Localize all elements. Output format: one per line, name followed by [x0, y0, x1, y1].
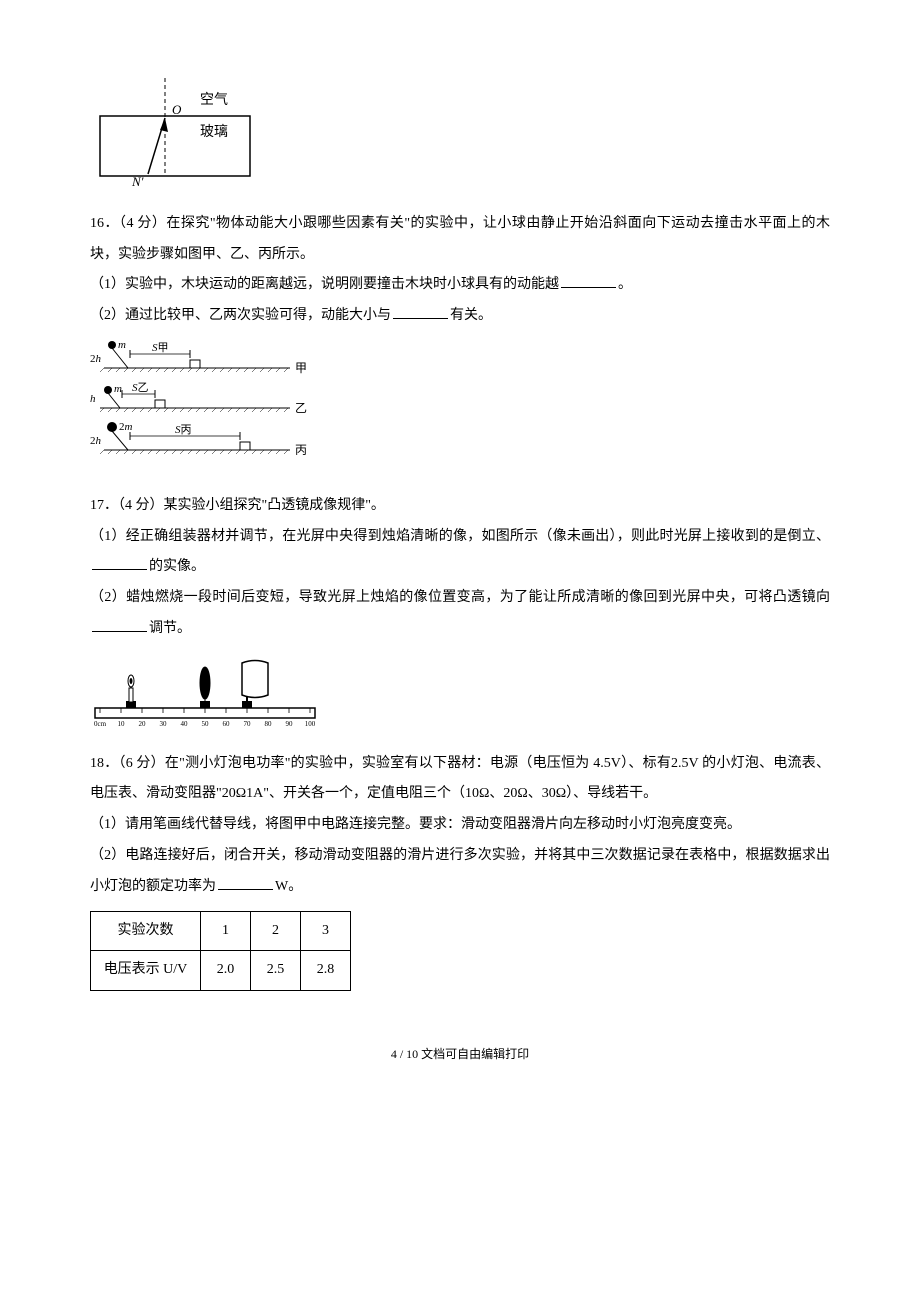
svg-text:30: 30	[160, 720, 168, 728]
svg-text:10: 10	[118, 720, 126, 728]
fig16-kinetic: 2h m S甲 甲 h m	[90, 340, 830, 483]
svg-text:80: 80	[265, 720, 273, 728]
svg-text:40: 40	[181, 720, 189, 728]
q17-p1: （1）经正确组装器材并调节，在光屏中央得到烛焰清晰的像，如图所示（像未画出），则…	[90, 522, 830, 584]
label-air: 空气	[200, 92, 228, 108]
svg-text:S丙: S丙	[175, 424, 192, 436]
svg-text:S甲: S甲	[152, 342, 169, 354]
table-cell: 2.5	[251, 951, 301, 991]
q17-blank1	[92, 554, 147, 571]
q17-intro: 17．（4 分）某实验小组探究"凸透镜成像规律"。	[90, 491, 830, 522]
q18-p1: （1）请用笔画线代替导线，将图甲中电路连接完整。要求：滑动变阻器滑片向左移动时小…	[90, 810, 830, 841]
svg-text:乙: 乙	[295, 401, 307, 415]
svg-text:m: m	[118, 340, 126, 351]
table-cell: 2.0	[201, 951, 251, 991]
q16-p2: （2）通过比较甲、乙两次实验可得，动能大小与有关。	[90, 301, 830, 332]
q17-blank2	[92, 615, 147, 632]
q17-p2: （2）蜡烛燃烧一段时间后变短，导致光屏上烛焰的像位置变高，为了能让所成清晰的像回…	[90, 583, 830, 645]
q16-number: 16．	[90, 216, 119, 231]
svg-text:0cm: 0cm	[94, 720, 107, 728]
table-cell: 3	[301, 911, 351, 951]
q18-table: 实验次数 1 2 3 电压表示 U/V 2.0 2.5 2.8	[90, 911, 351, 992]
q18-blank1	[218, 873, 273, 890]
svg-text:70: 70	[244, 720, 252, 728]
page-footer: 4 / 10 文档可自由编辑打印	[90, 1041, 830, 1067]
q18-points: （6 分）	[118, 756, 164, 771]
table-cell: 2.8	[301, 951, 351, 991]
table-row-label: 电压表示 U/V	[91, 951, 201, 991]
q16-intro: 16．（4 分）在探究"物体动能大小跟哪些因素有关"的实验中，让小球由静止开始沿…	[90, 209, 830, 271]
table-row: 实验次数 1 2 3	[91, 911, 351, 951]
q18-intro: 18．（6 分）在"测小灯泡电功率"的实验中，实验室有以下器材：电源（电压恒为 …	[90, 749, 830, 811]
q16-p1: （1）实验中，木块运动的距离越远，说明刚要撞击木块时小球具有的动能越。	[90, 270, 830, 301]
svg-text:90: 90	[286, 720, 294, 728]
svg-text:50: 50	[202, 720, 210, 728]
table-row: 电压表示 U/V 2.0 2.5 2.8	[91, 951, 351, 991]
q18-number: 18．	[90, 756, 118, 771]
svg-text:S乙: S乙	[132, 381, 149, 394]
svg-text:2h: 2h	[90, 435, 102, 447]
svg-text:60: 60	[223, 720, 231, 728]
fig15-refraction: O 空气 玻璃 N′	[90, 78, 830, 201]
q17-number: 17．	[90, 498, 118, 513]
label-N: N′	[131, 174, 144, 188]
table-cell: 2	[251, 911, 301, 951]
table-cell: 1	[201, 911, 251, 951]
q16-blank1	[561, 272, 616, 289]
svg-text:2m: 2m	[119, 421, 133, 433]
svg-text:100: 100	[305, 720, 316, 728]
svg-text:h: h	[90, 393, 96, 405]
q18-p2: （2）电路连接好后，闭合开关，移动滑动变阻器的滑片进行多次实验，并将其中三次数据…	[90, 841, 830, 903]
table-header: 实验次数	[91, 911, 201, 951]
svg-text:m: m	[114, 383, 122, 395]
svg-text:丙: 丙	[295, 443, 307, 457]
svg-text:2h: 2h	[90, 353, 102, 365]
label-O: O	[172, 102, 182, 117]
q17-points: （4 分）	[118, 498, 164, 513]
q16-points: （4 分）	[119, 216, 166, 231]
fig17-lens: 0cm 10 20 30 40 50 60 70 80 90 100	[90, 653, 830, 741]
label-glass: 玻璃	[200, 123, 228, 140]
q16-blank2	[393, 302, 448, 319]
svg-text:甲: 甲	[295, 361, 307, 375]
svg-text:20: 20	[139, 720, 147, 728]
